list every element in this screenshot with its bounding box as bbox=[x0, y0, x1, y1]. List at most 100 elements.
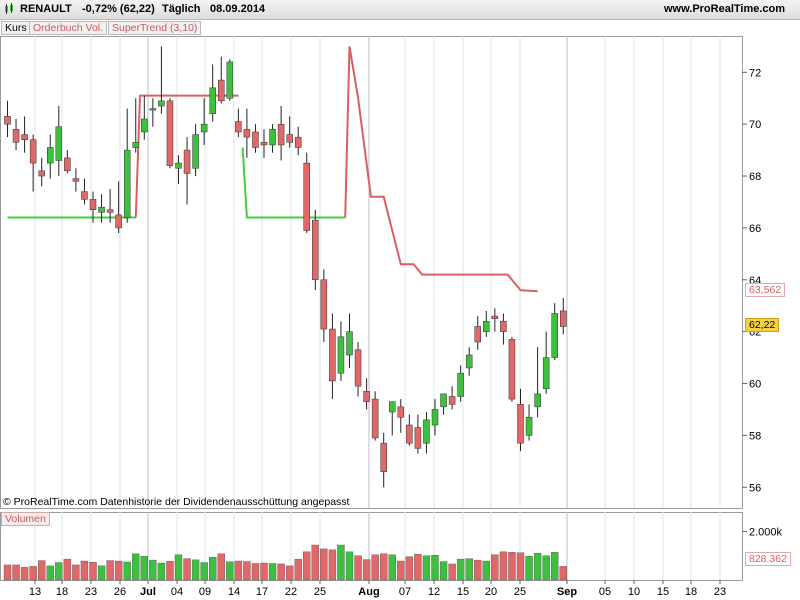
candle bbox=[218, 56, 225, 104]
volume-bar bbox=[439, 561, 448, 581]
volume-bar bbox=[149, 559, 157, 581]
candle bbox=[560, 297, 567, 335]
x-tick-label: Sep bbox=[557, 586, 577, 598]
volume-bar bbox=[217, 553, 225, 581]
y-tick-label: 72 bbox=[749, 67, 761, 79]
supertrend-down-segment bbox=[134, 94, 239, 218]
candle bbox=[294, 126, 302, 156]
supertrend-down-segment bbox=[344, 46, 538, 293]
candle bbox=[414, 414, 422, 454]
tab-orderbuch-vol[interactable]: Orderbuch Vol. bbox=[29, 21, 108, 35]
volume-bar bbox=[405, 556, 414, 581]
candle bbox=[354, 342, 362, 397]
candle bbox=[132, 98, 139, 153]
candle bbox=[98, 194, 105, 223]
volume-bar bbox=[482, 560, 490, 581]
volume-bar bbox=[12, 564, 20, 581]
volume-bar bbox=[328, 549, 337, 581]
candle bbox=[380, 432, 387, 488]
candle bbox=[269, 124, 276, 153]
volume-bar bbox=[80, 560, 89, 581]
volume-bar bbox=[106, 560, 114, 581]
y-tick-label: 66 bbox=[749, 223, 761, 235]
volume-bar bbox=[559, 566, 567, 581]
volume-bar bbox=[422, 555, 431, 581]
candle bbox=[149, 98, 157, 127]
volume-bar bbox=[260, 562, 268, 581]
volume-bar bbox=[72, 564, 80, 581]
last-volume-label: 828.362 bbox=[745, 552, 791, 566]
copyright-note: © ProRealTime.com Datenhistorie der Divi… bbox=[3, 496, 350, 508]
volume-panel-label: Volumen bbox=[1, 512, 50, 526]
x-tick-label: 04 bbox=[171, 586, 183, 598]
volume-bar bbox=[157, 562, 166, 581]
candle bbox=[491, 308, 499, 332]
candle bbox=[235, 108, 242, 138]
volume-bar bbox=[123, 561, 131, 581]
volume-bar bbox=[311, 544, 319, 581]
volume-bar bbox=[114, 560, 123, 581]
volume-bar bbox=[320, 548, 328, 581]
candle bbox=[286, 116, 293, 148]
candle bbox=[55, 106, 63, 177]
candle bbox=[115, 181, 122, 234]
symbol-label: RENAULT bbox=[20, 3, 72, 15]
volume-tick-label: 2.000k bbox=[749, 526, 783, 538]
candle bbox=[72, 168, 80, 192]
x-tick-label: Aug bbox=[358, 586, 379, 598]
candle bbox=[312, 209, 319, 291]
tab-kurs[interactable]: Kurs bbox=[1, 21, 31, 35]
candle bbox=[4, 100, 11, 138]
candle bbox=[243, 108, 251, 158]
volume-bar bbox=[191, 559, 200, 581]
x-tick-label: 18 bbox=[685, 586, 697, 598]
candle bbox=[123, 108, 131, 223]
volume-bar bbox=[551, 552, 559, 581]
volume-bar bbox=[226, 561, 234, 581]
volume-bar bbox=[132, 553, 140, 581]
volume-bar bbox=[345, 551, 354, 581]
x-tick-label: 25 bbox=[514, 586, 526, 598]
candle bbox=[337, 321, 345, 381]
volume-bar bbox=[38, 560, 46, 581]
candle bbox=[183, 137, 191, 205]
candle bbox=[175, 155, 182, 184]
volume-bar bbox=[208, 556, 217, 581]
x-tick-label: 23 bbox=[714, 586, 726, 598]
y-tick-label: 58 bbox=[749, 430, 761, 442]
x-tick-label: 12 bbox=[428, 586, 440, 598]
candle bbox=[389, 401, 396, 436]
candle bbox=[551, 303, 558, 361]
volume-bars bbox=[3, 544, 567, 581]
supertrend-line bbox=[7, 46, 538, 293]
volume-bar bbox=[174, 554, 183, 581]
candle bbox=[474, 316, 481, 350]
date-axis: 13 18 23 26 Jul 04 09 14 17 22 25 Aug 07 12 15 20 25 Sep 0… bbox=[29, 580, 726, 598]
candle bbox=[47, 134, 54, 179]
candle bbox=[329, 313, 336, 400]
candle bbox=[166, 98, 174, 169]
candle bbox=[12, 118, 20, 151]
change-label: -0,72% (62,22) bbox=[82, 3, 155, 15]
candle bbox=[303, 152, 310, 234]
grid bbox=[0, 36, 743, 581]
x-tick-label: 05 bbox=[599, 586, 611, 598]
y-tick-label: 68 bbox=[749, 171, 761, 183]
candle bbox=[346, 313, 353, 368]
volume-bar bbox=[183, 558, 191, 581]
volume-bar bbox=[140, 556, 149, 581]
volume-bar bbox=[456, 558, 465, 581]
volume-bar bbox=[388, 554, 396, 581]
candle bbox=[158, 46, 165, 114]
x-tick-label: 20 bbox=[485, 586, 497, 598]
tab-supertrend[interactable]: SuperTrend (3,10) bbox=[108, 21, 202, 35]
x-tick-label: 14 bbox=[228, 586, 240, 598]
x-tick-label: 15 bbox=[657, 586, 669, 598]
candle bbox=[320, 269, 328, 343]
volume-bar bbox=[465, 558, 473, 581]
candle bbox=[252, 124, 259, 153]
volume-bar bbox=[200, 562, 208, 581]
y-tick-label: 70 bbox=[749, 119, 761, 131]
volume-bar bbox=[380, 553, 388, 581]
